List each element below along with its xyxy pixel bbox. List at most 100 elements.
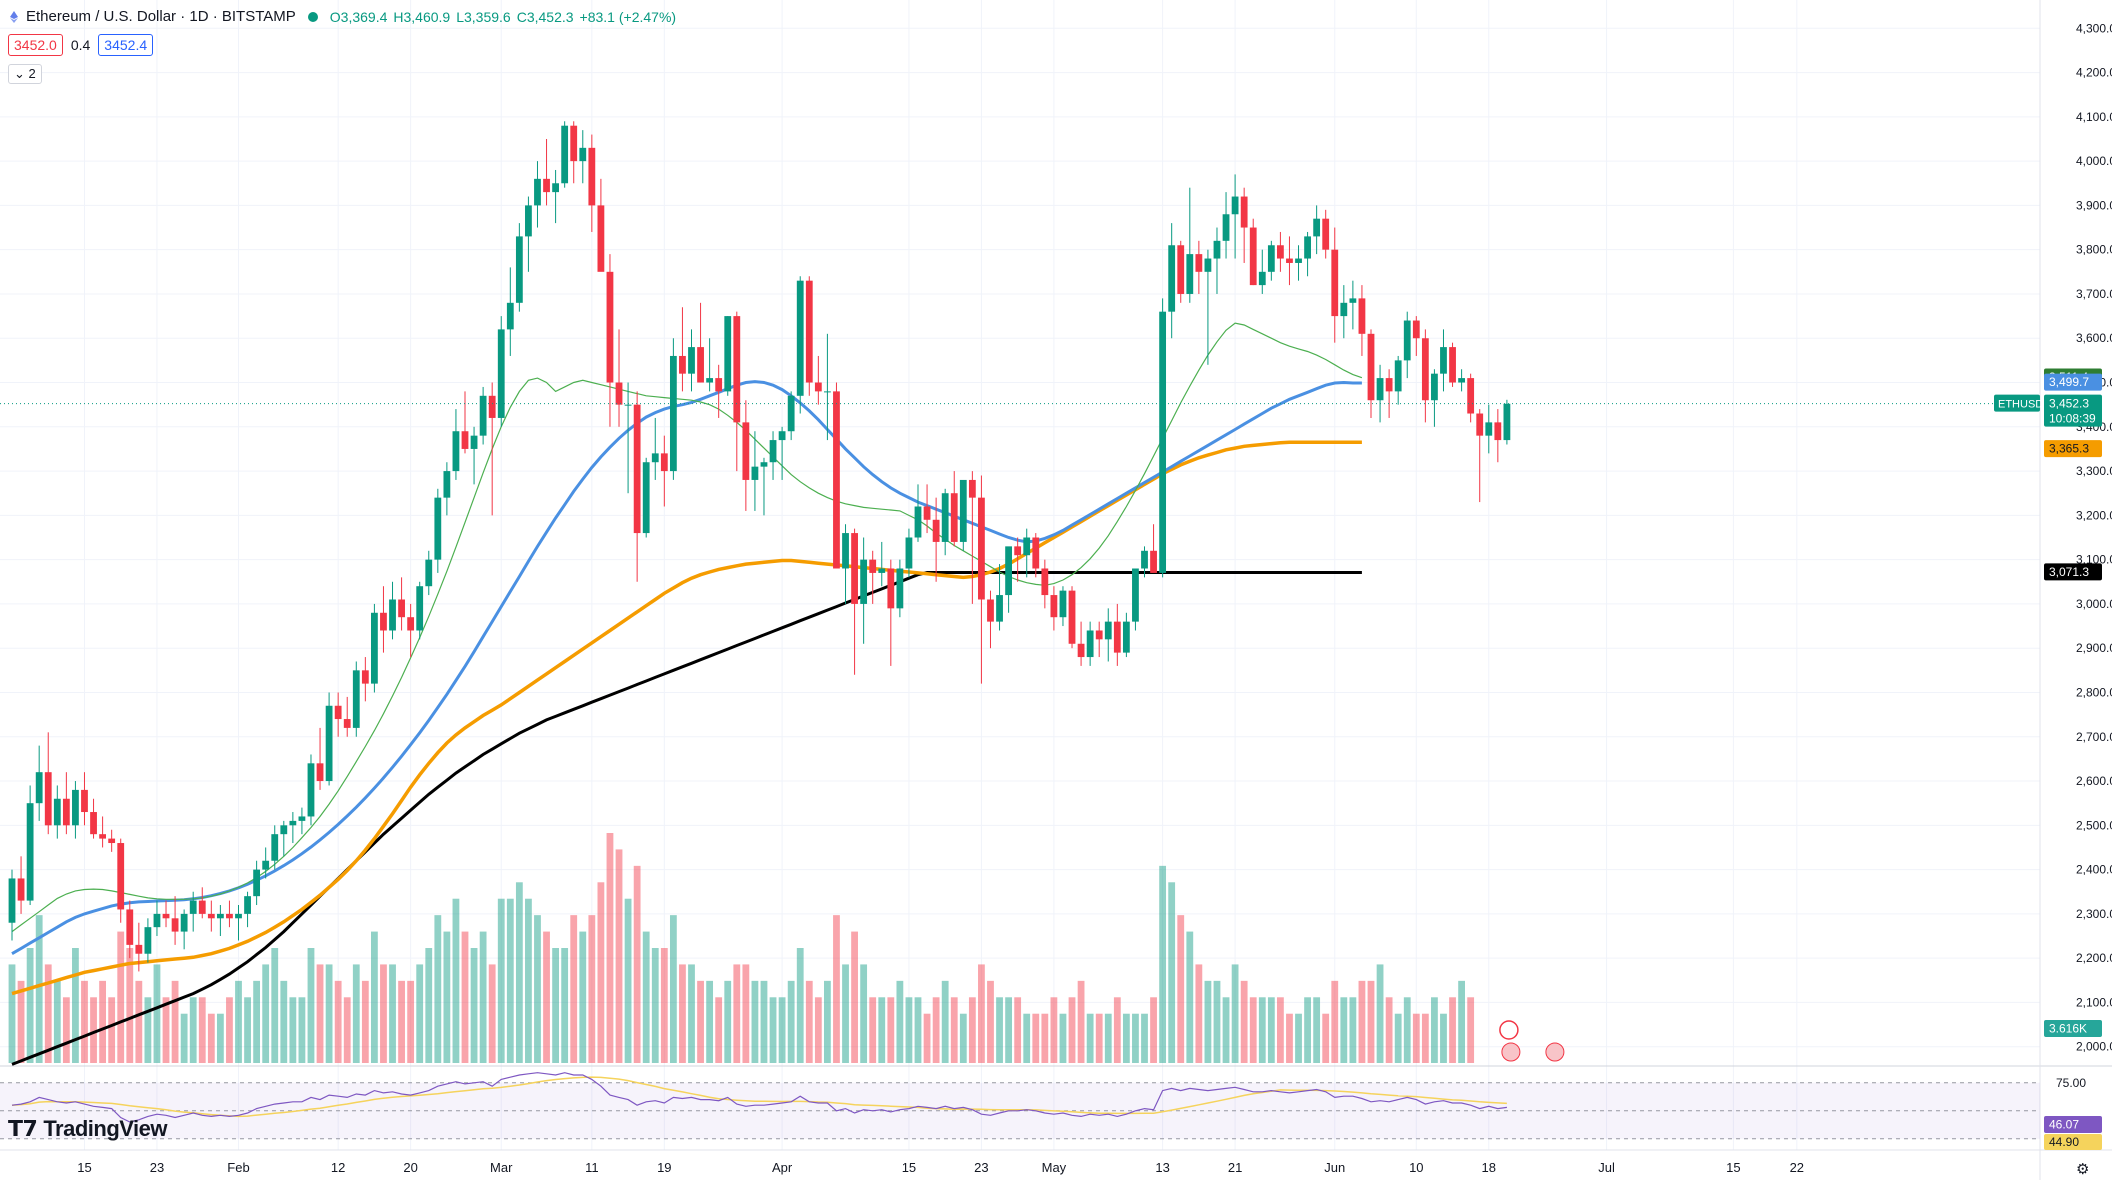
candle-body[interactable]: [669, 355, 677, 472]
candle-body[interactable]: [108, 838, 116, 844]
candle-body[interactable]: [1086, 630, 1094, 658]
candle-body[interactable]: [552, 183, 559, 193]
candle-body[interactable]: [796, 280, 804, 396]
candle-body[interactable]: [1349, 298, 1357, 303]
candle-body[interactable]: [733, 316, 741, 423]
candle-body[interactable]: [724, 316, 732, 392]
candle-body[interactable]: [506, 302, 514, 330]
candle-body[interactable]: [380, 612, 387, 631]
candle-body[interactable]: [534, 178, 541, 206]
candle-body[interactable]: [1195, 254, 1203, 272]
candle-body[interactable]: [226, 913, 233, 919]
candle-body[interactable]: [778, 431, 786, 441]
candle-body[interactable]: [343, 719, 351, 728]
indicators-toggle-button[interactable]: ⌄ 2: [8, 64, 42, 84]
candle-body[interactable]: [1322, 218, 1330, 250]
candle-body[interactable]: [760, 462, 768, 467]
candle-body[interactable]: [1367, 333, 1375, 401]
candle-body[interactable]: [878, 568, 886, 573]
candle-body[interactable]: [44, 772, 52, 826]
candle-body[interactable]: [1014, 546, 1022, 556]
candle-body[interactable]: [1467, 378, 1475, 414]
candle-body[interactable]: [307, 763, 315, 817]
candle-body[interactable]: [135, 944, 143, 954]
candle-body[interactable]: [1494, 422, 1502, 441]
candle-body[interactable]: [470, 435, 478, 449]
candle-body[interactable]: [842, 533, 849, 569]
candle-body[interactable]: [389, 599, 396, 631]
candle-body[interactable]: [706, 378, 714, 383]
candle-body[interactable]: [1376, 378, 1384, 401]
candle-body[interactable]: [1412, 320, 1420, 339]
candle-body[interactable]: [633, 404, 641, 534]
candle-body[interactable]: [153, 913, 161, 928]
candle-body[interactable]: [126, 909, 134, 945]
candle-body[interactable]: [461, 431, 469, 449]
us-flag-icon[interactable]: [1545, 1042, 1565, 1062]
candle-body[interactable]: [253, 869, 261, 897]
candle-body[interactable]: [515, 236, 523, 303]
candle-body[interactable]: [198, 900, 206, 914]
candle-body[interactable]: [90, 812, 97, 835]
candle-body[interactable]: [1141, 550, 1148, 569]
candle-body[interactable]: [787, 395, 795, 432]
candle-body[interactable]: [289, 820, 297, 826]
candle-body[interactable]: [824, 391, 831, 393]
buy-price-button[interactable]: 3452.4: [98, 34, 154, 56]
candle-body[interactable]: [805, 280, 813, 383]
candle-body[interactable]: [1213, 240, 1221, 259]
candle-body[interactable]: [1104, 621, 1112, 640]
candle-body[interactable]: [1204, 258, 1212, 272]
candle-body[interactable]: [579, 147, 587, 162]
candle-body[interactable]: [1077, 643, 1085, 658]
candle-body[interactable]: [1023, 537, 1031, 556]
candle-body[interactable]: [1068, 590, 1076, 644]
candle-body[interactable]: [932, 519, 940, 542]
candle-body[interactable]: [651, 453, 659, 463]
candle-body[interactable]: [1449, 347, 1456, 383]
candle-body[interactable]: [1059, 590, 1067, 618]
candle-body[interactable]: [1177, 245, 1185, 294]
candle-body[interactable]: [316, 763, 324, 782]
candle-body[interactable]: [361, 670, 369, 684]
candle-body[interactable]: [180, 913, 188, 932]
candle-body[interactable]: [1476, 413, 1484, 436]
candle-body[interactable]: [851, 533, 858, 604]
candle-body[interactable]: [1150, 550, 1157, 573]
candle-body[interactable]: [1132, 568, 1139, 622]
gear-icon[interactable]: ⚙: [2076, 1161, 2090, 1178]
symbol-title[interactable]: Ethereum / U.S. Dollar · 1D · BITSTAMP: [26, 8, 296, 25]
candle-body[interactable]: [1168, 245, 1176, 312]
candle-body[interactable]: [271, 834, 279, 861]
candle-body[interactable]: [624, 404, 632, 406]
candle-body[interactable]: [715, 378, 723, 392]
candle-body[interactable]: [162, 913, 170, 919]
us-flag-icon[interactable]: [1501, 1042, 1521, 1062]
candle-body[interactable]: [425, 559, 433, 587]
candle-body[interactable]: [597, 205, 605, 272]
candle-body[interactable]: [751, 466, 759, 480]
candle-body[interactable]: [1159, 311, 1167, 573]
candle-body[interactable]: [1440, 347, 1447, 374]
candle-body[interactable]: [17, 878, 25, 901]
candle-body[interactable]: [987, 599, 994, 622]
candle-body[interactable]: [660, 453, 668, 472]
candle-body[interactable]: [950, 493, 958, 542]
candle-body[interactable]: [1403, 320, 1411, 361]
candle-body[interactable]: [1095, 630, 1103, 640]
sell-price-button[interactable]: 3452.0: [8, 34, 63, 56]
candle-body[interactable]: [1394, 360, 1402, 392]
candle-body[interactable]: [543, 178, 550, 193]
candle-body[interactable]: [860, 559, 868, 604]
candle-body[interactable]: [72, 789, 79, 826]
candle-body[interactable]: [1485, 422, 1493, 436]
candle-body[interactable]: [171, 918, 179, 932]
candle-body[interactable]: [325, 705, 333, 782]
candle-body[interactable]: [117, 843, 125, 910]
candle-body[interactable]: [443, 471, 451, 498]
candle-body[interactable]: [1458, 378, 1465, 383]
candle-body[interactable]: [869, 559, 877, 573]
candle-body[interactable]: [959, 479, 967, 542]
candle-body[interactable]: [941, 493, 949, 542]
